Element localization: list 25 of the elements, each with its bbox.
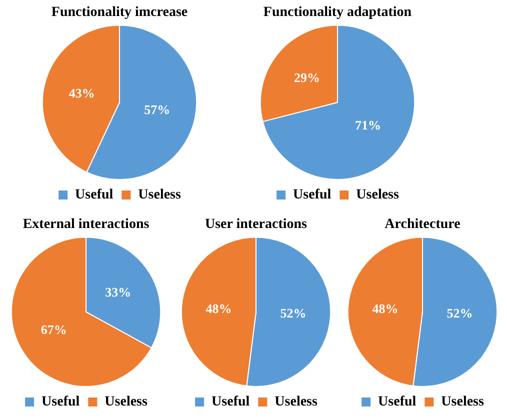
data-label: 67%: [40, 322, 67, 338]
legend-label: Useful: [75, 188, 114, 203]
data-label: 33%: [105, 284, 132, 300]
legend-label: Useful: [378, 394, 416, 410]
chart-title: Functionality imcrease: [51, 5, 188, 20]
chart-title: Functionality adaptation: [263, 5, 412, 20]
data-label: 29%: [294, 70, 320, 86]
data-label: 48%: [372, 300, 398, 316]
legend-label: Useful: [42, 394, 80, 410]
legend-label: Useful: [212, 394, 250, 410]
chart-title: External interactions: [22, 217, 150, 232]
legend-label: Useless: [441, 394, 484, 410]
data-label: 48%: [206, 300, 232, 316]
data-label: 57%: [144, 102, 170, 118]
data-label: 52%: [280, 306, 306, 321]
legend-label: Useless: [104, 394, 148, 410]
data-label: 71%: [354, 117, 381, 132]
data-label: 52%: [446, 306, 473, 321]
legend-label: Useless: [356, 188, 400, 203]
chart-title: Architecture: [384, 217, 460, 232]
legend-label: Useless: [138, 188, 182, 203]
legend-label: Useful: [293, 188, 332, 203]
chart-title: User interactions: [205, 217, 308, 232]
data-label: 43%: [68, 85, 95, 100]
legend-label: Useless: [274, 394, 318, 410]
